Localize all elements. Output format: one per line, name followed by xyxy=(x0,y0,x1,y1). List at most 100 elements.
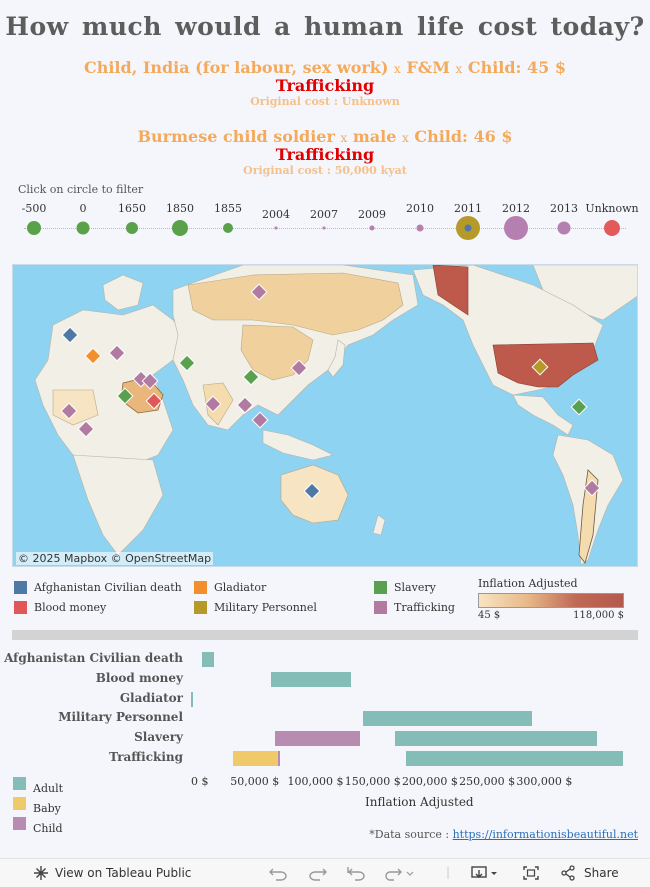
view-on-tableau-button[interactable]: View on Tableau Public xyxy=(33,865,191,881)
map-marker-military-usa[interactable] xyxy=(531,358,549,376)
legend-swatch xyxy=(374,581,387,594)
timeline-year-unknown[interactable]: Unknown xyxy=(582,200,642,236)
x-axis-title: Inflation Adjusted xyxy=(365,795,474,809)
map-marker-slavery-central-asia[interactable] xyxy=(178,354,196,372)
timeline-year-label: 2009 xyxy=(358,208,386,221)
bar-adult-trafficking[interactable] xyxy=(406,751,623,766)
age-legend-adult[interactable]: Adult xyxy=(13,772,63,795)
timeline-year-circle[interactable] xyxy=(456,216,480,240)
story-gender: male xyxy=(352,127,397,146)
share-label: Share xyxy=(584,866,619,880)
toolbar-separator: | xyxy=(446,865,451,879)
timeline-year-circle[interactable] xyxy=(557,221,571,235)
world-map[interactable]: © 2025 Mapbox © OpenStreetMap xyxy=(12,264,638,567)
map-marker-trafficking-burma[interactable] xyxy=(236,396,254,414)
map-marker-slavery-china[interactable] xyxy=(242,368,260,386)
timeline-year-circle[interactable] xyxy=(369,225,375,231)
map-marker-blood-money-arabia[interactable] xyxy=(145,392,163,410)
bar-child-trafficking[interactable] xyxy=(278,751,281,766)
timeline-year-circle[interactable] xyxy=(322,226,326,230)
timeline-year-label: -500 xyxy=(21,202,47,215)
timeline-year-circle[interactable] xyxy=(76,221,90,235)
map-marker-slavery-arabia[interactable] xyxy=(116,387,134,405)
x-tick-label: 100,000 $ xyxy=(287,775,344,788)
map-marker-trafficking-korea[interactable] xyxy=(290,359,308,377)
map-marker-trafficking-west-africa[interactable] xyxy=(60,402,78,420)
redo-button[interactable] xyxy=(308,865,328,881)
inflation-gradient-legend: Inflation Adjusted 45 $ 118,000 $ xyxy=(478,577,628,625)
timeline-year-500[interactable]: -500 xyxy=(4,200,64,235)
bar-adult-slavery[interactable] xyxy=(394,731,598,747)
map-marker-trafficking-chile[interactable] xyxy=(583,479,601,497)
legend-swatch xyxy=(13,817,26,830)
bar-adult-military-personnel[interactable] xyxy=(362,711,533,727)
age-legend-child[interactable]: Child xyxy=(13,812,63,835)
bar-adult-blood-money[interactable] xyxy=(271,671,352,687)
row-label-slavery: Slavery xyxy=(134,730,183,745)
story-gender: F&M xyxy=(406,58,450,77)
legend-item-blood-money[interactable]: Blood money xyxy=(14,601,106,614)
timeline-year-circle[interactable] xyxy=(126,222,138,234)
map-attribution[interactable]: © 2025 Mapbox © OpenStreetMap xyxy=(16,552,214,565)
map-marker-slavery-caribbean[interactable] xyxy=(570,398,588,416)
bar-adult-gladiator[interactable] xyxy=(191,691,193,707)
map-marker-trafficking-mideast-2[interactable] xyxy=(141,372,159,390)
timeline-year-2004[interactable]: 2004 xyxy=(246,200,306,230)
revert-button[interactable] xyxy=(346,865,366,881)
separator: x xyxy=(340,131,348,145)
legend-item-slavery[interactable]: Slavery xyxy=(374,581,436,594)
legend-label: Slavery xyxy=(394,581,436,594)
legend-item-trafficking[interactable]: Trafficking xyxy=(374,601,455,614)
timeline-year-0[interactable]: 0 xyxy=(53,200,113,235)
timeline-year-1850[interactable]: 1850 xyxy=(150,200,210,236)
map-marker-trafficking-thailand[interactable] xyxy=(251,411,269,429)
timeline-year-circle[interactable] xyxy=(274,226,278,230)
map-marker-gladiator-italy[interactable] xyxy=(84,347,102,365)
timeline-year-1650[interactable]: 1650 xyxy=(102,200,162,234)
map-marker-trafficking-india[interactable] xyxy=(204,395,222,413)
age-legend-baby[interactable]: Baby xyxy=(13,792,61,815)
legend-swatch xyxy=(13,777,26,790)
story-price: Child: 46 $ xyxy=(414,127,513,146)
legend-item-gladiator[interactable]: Gladiator xyxy=(194,581,266,594)
timeline-year-1855[interactable]: 1855 xyxy=(198,200,258,233)
section-divider xyxy=(12,630,638,640)
timeline-year-label: 1850 xyxy=(166,202,194,215)
map-marker-trafficking-europe[interactable] xyxy=(108,344,126,362)
map-marker-trafficking-russia[interactable] xyxy=(250,283,268,301)
map-marker-afghanistan-uk[interactable] xyxy=(61,326,79,344)
timeline-year-2007[interactable]: 2007 xyxy=(294,200,354,230)
timeline-year-circle[interactable] xyxy=(604,220,620,236)
source-link[interactable]: https://informationisbeautiful.net xyxy=(452,828,638,841)
timeline-year-circle[interactable] xyxy=(172,220,188,236)
undo-button[interactable] xyxy=(268,865,288,881)
region-russia xyxy=(187,272,404,336)
legend-label: Child xyxy=(33,822,63,835)
timeline-year-label: 2011 xyxy=(454,202,482,215)
bar-child-slavery[interactable] xyxy=(274,731,361,747)
bar-baby-trafficking[interactable] xyxy=(233,751,278,766)
timeline-year-circle[interactable] xyxy=(504,216,528,240)
legend-item-afghanistan-civilian-death[interactable]: Afghanistan Civilian death xyxy=(14,581,182,594)
story-category: Trafficking xyxy=(275,76,375,95)
timeline-year-2011[interactable]: 2011 xyxy=(438,200,498,240)
timeline-year-circle[interactable] xyxy=(223,223,233,233)
legend-item-military-personnel[interactable]: Military Personnel xyxy=(194,601,317,614)
share-button[interactable]: Share xyxy=(560,865,619,881)
timeline-year-2012[interactable]: 2012 xyxy=(486,200,546,240)
map-marker-afghanistan-australia[interactable] xyxy=(303,482,321,500)
x-tick-label: 300,000 $ xyxy=(516,775,573,788)
map-markers xyxy=(60,283,601,500)
timeline-year-2013[interactable]: 2013 xyxy=(534,200,594,235)
map-marker-trafficking-africa[interactable] xyxy=(77,420,95,438)
fullscreen-button[interactable] xyxy=(522,865,540,881)
timeline-year-2009[interactable]: 2009 xyxy=(342,200,402,231)
refresh-button[interactable] xyxy=(384,865,414,881)
timeline-year-circle[interactable] xyxy=(416,224,424,232)
download-button[interactable] xyxy=(470,865,500,881)
legend-label: Adult xyxy=(33,782,64,795)
bar-adult-afghanistan-civilian-death[interactable] xyxy=(202,652,214,667)
timeline-year-2010[interactable]: 2010 xyxy=(390,200,450,232)
timeline-year-circle[interactable] xyxy=(27,221,41,235)
story-headline: Burmese child soldier x male x Child: 46… xyxy=(0,127,650,146)
